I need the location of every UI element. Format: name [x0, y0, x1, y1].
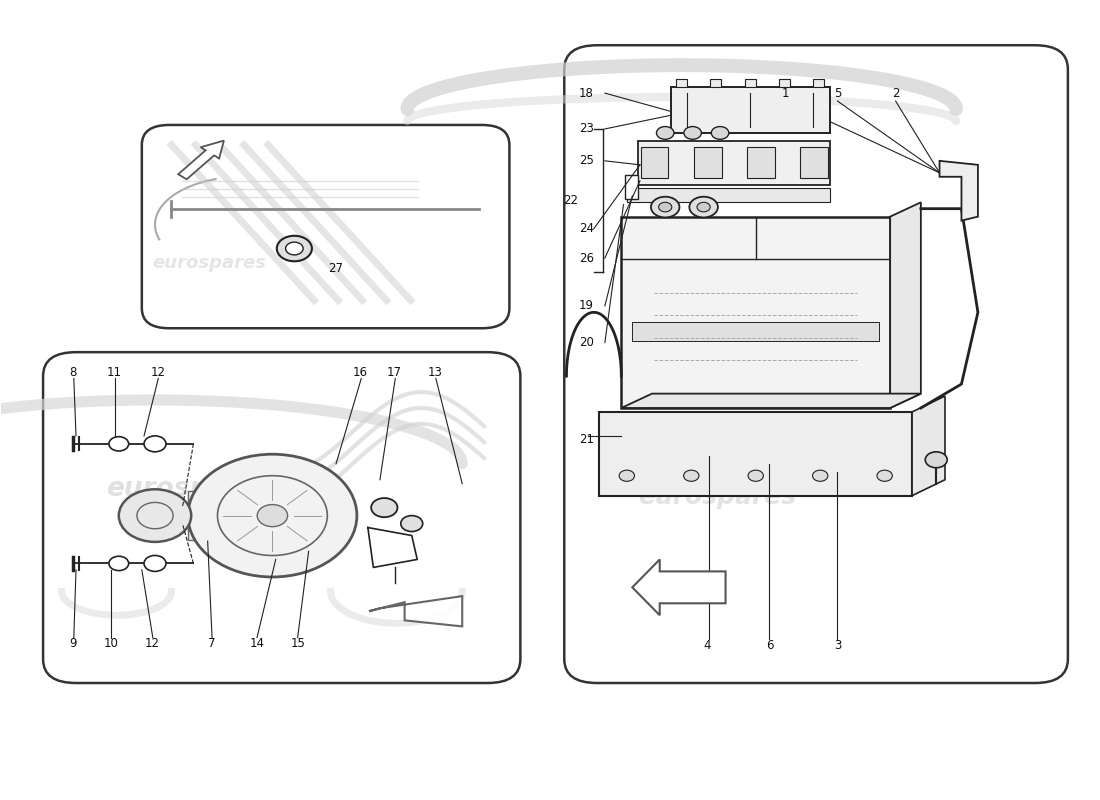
Text: 25: 25: [579, 154, 594, 167]
Circle shape: [683, 470, 698, 482]
Circle shape: [144, 555, 166, 571]
Circle shape: [400, 515, 422, 531]
Text: 12: 12: [151, 366, 166, 378]
Circle shape: [188, 454, 356, 577]
Text: 18: 18: [579, 86, 594, 99]
Circle shape: [119, 490, 191, 542]
Circle shape: [657, 126, 674, 139]
Bar: [711, 78, 722, 86]
Circle shape: [257, 505, 287, 526]
Bar: [632, 322, 879, 341]
Polygon shape: [939, 161, 978, 221]
FancyArrow shape: [178, 141, 224, 179]
Text: 22: 22: [563, 194, 579, 207]
Bar: [745, 78, 756, 86]
Text: 8: 8: [69, 366, 76, 378]
Circle shape: [286, 242, 304, 255]
Text: 26: 26: [579, 251, 594, 265]
Bar: [800, 147, 827, 178]
FancyBboxPatch shape: [564, 46, 1068, 683]
Circle shape: [659, 202, 672, 212]
Bar: [747, 147, 774, 178]
FancyBboxPatch shape: [43, 352, 520, 683]
Circle shape: [619, 470, 635, 482]
Polygon shape: [890, 202, 921, 408]
Circle shape: [748, 470, 763, 482]
Polygon shape: [912, 396, 945, 496]
Text: 15: 15: [290, 637, 305, 650]
Text: 14: 14: [250, 637, 264, 650]
Text: 24: 24: [579, 222, 594, 235]
Bar: [779, 78, 790, 86]
Circle shape: [690, 197, 718, 218]
FancyBboxPatch shape: [142, 125, 509, 328]
Circle shape: [877, 470, 892, 482]
Text: 21: 21: [579, 434, 594, 446]
Text: 9: 9: [69, 637, 77, 650]
Text: 10: 10: [103, 637, 119, 650]
Text: 1: 1: [782, 86, 790, 99]
Text: 4: 4: [703, 639, 711, 652]
Text: eurospares: eurospares: [153, 254, 267, 273]
Circle shape: [712, 126, 729, 139]
Bar: [188, 491, 213, 540]
Bar: [641, 147, 669, 178]
Text: 11: 11: [107, 366, 122, 378]
Bar: [621, 217, 890, 408]
Bar: [676, 78, 688, 86]
Bar: [625, 175, 638, 199]
Circle shape: [651, 197, 680, 218]
Text: 19: 19: [579, 299, 594, 313]
Circle shape: [109, 556, 129, 570]
Text: 13: 13: [428, 366, 442, 378]
Bar: [600, 412, 912, 496]
Bar: [638, 141, 829, 185]
Bar: [627, 188, 829, 202]
Circle shape: [371, 498, 397, 517]
Circle shape: [684, 126, 702, 139]
Text: 27: 27: [329, 262, 343, 275]
Text: 2: 2: [892, 86, 900, 99]
Text: 20: 20: [579, 336, 594, 349]
Bar: [813, 78, 824, 86]
Circle shape: [813, 470, 828, 482]
Text: 17: 17: [387, 366, 402, 378]
Polygon shape: [621, 394, 921, 408]
Polygon shape: [632, 559, 726, 615]
Text: eurospares: eurospares: [638, 485, 796, 509]
Circle shape: [109, 437, 129, 451]
Circle shape: [925, 452, 947, 468]
Circle shape: [697, 202, 711, 212]
Text: 12: 12: [144, 637, 159, 650]
Circle shape: [277, 236, 312, 262]
Text: 5: 5: [834, 86, 842, 99]
Polygon shape: [368, 596, 462, 626]
Text: 7: 7: [208, 637, 216, 650]
Text: 3: 3: [834, 639, 842, 652]
Text: 16: 16: [353, 366, 367, 378]
Text: eurospares: eurospares: [106, 476, 273, 502]
Bar: [694, 147, 722, 178]
Bar: [671, 86, 829, 133]
Text: 6: 6: [766, 639, 773, 652]
Circle shape: [144, 436, 166, 452]
Text: 23: 23: [579, 122, 594, 135]
